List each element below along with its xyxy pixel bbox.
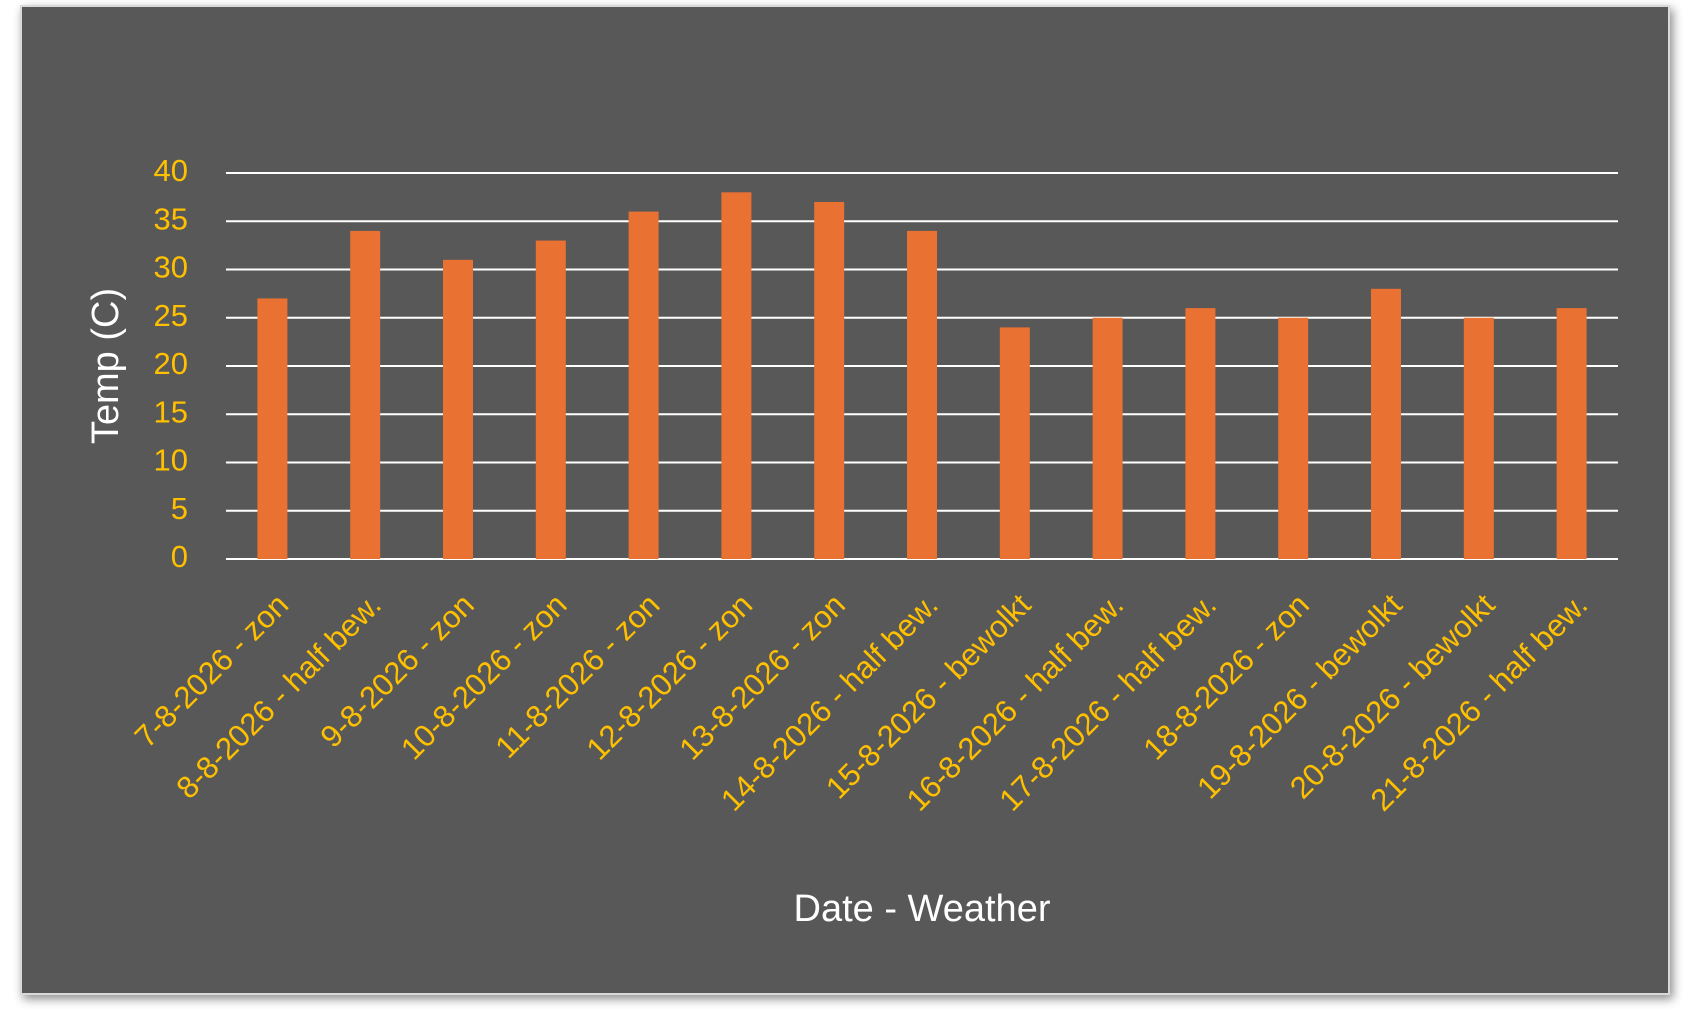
bar [1278,317,1309,559]
bar [999,327,1030,559]
y-tick-label: 0 [171,539,188,574]
y-tick-label: 15 [154,394,188,429]
bar [814,201,845,559]
y-tick-label: 5 [171,491,188,526]
y-tick-label: 25 [154,298,188,333]
bar [721,192,752,560]
bar [628,211,659,559]
y-tick-label: 20 [154,346,188,381]
bar [1463,317,1494,559]
bar [257,298,288,559]
bar [1092,317,1123,559]
bar [1556,308,1587,559]
bar [443,259,473,559]
bar [1185,308,1216,559]
y-tick-label: 40 [154,153,188,188]
y-axis-title: Temp (C) [85,288,127,444]
x-axis-title: Date - Weather [794,888,1051,930]
bar [1371,288,1401,559]
bar [535,240,566,560]
bar [907,230,937,559]
y-tick-label: 30 [154,250,188,285]
y-tick-label: 35 [154,201,188,236]
bar [350,230,381,559]
y-tick-label: 10 [154,443,188,478]
